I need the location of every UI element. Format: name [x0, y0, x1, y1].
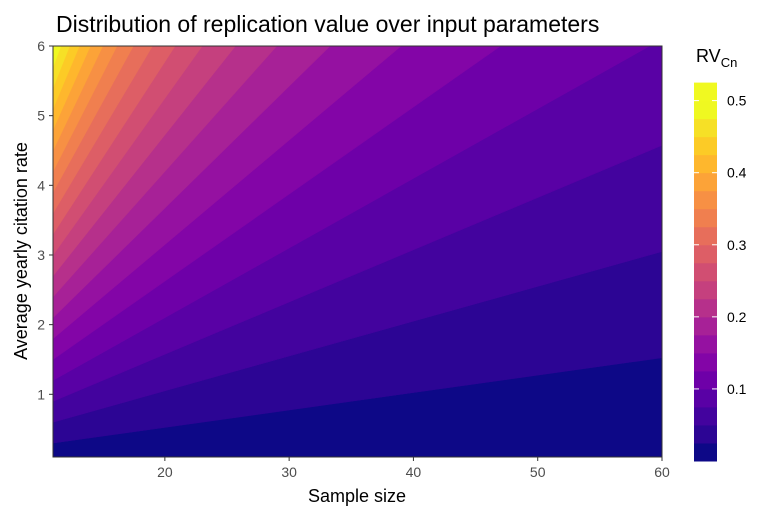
- x-tick-label: 60: [654, 464, 670, 480]
- colorbar-step: [694, 334, 717, 354]
- colorbar-step: [694, 406, 717, 426]
- y-axis: 1 2 3 4 5 6: [37, 38, 53, 402]
- colorbar-step: [694, 442, 717, 462]
- colorbar-tick-label: 0.4: [727, 165, 747, 181]
- colorbar-step: [694, 136, 717, 156]
- legend-title-subscript: Cn: [721, 55, 738, 70]
- y-axis-title: Average yearly citation rate: [11, 142, 31, 360]
- colorbar-step: [694, 82, 717, 102]
- colorbar-step: [694, 226, 717, 246]
- colorbar-step: [694, 352, 717, 372]
- colorbar-step: [694, 172, 717, 192]
- colorbar-ticks: 0.1 0.2 0.3 0.4 0.5: [694, 93, 747, 397]
- colorbar-tick-label: 0.1: [727, 381, 747, 397]
- x-tick-label: 30: [281, 464, 297, 480]
- colorbar-step: [694, 100, 717, 120]
- colorbar-step: [694, 208, 717, 228]
- colorbar-legend: RVCn 0.1 0.2 0.3 0.4 0.5: [694, 46, 747, 462]
- x-axis: 20 30 40 50 60: [157, 457, 670, 480]
- colorbar-step: [694, 262, 717, 282]
- y-tick-label: 4: [37, 177, 45, 193]
- colorbar-tick-label: 0.3: [727, 237, 747, 253]
- y-tick-label: 1: [37, 386, 45, 402]
- colorbar-tick-label: 0.5: [727, 93, 747, 109]
- chart-title: Distribution of replication value over i…: [56, 11, 599, 37]
- y-tick-label: 6: [37, 38, 45, 54]
- colorbar-step: [694, 424, 717, 444]
- colorbar-step: [694, 370, 717, 390]
- colorbar-step: [694, 118, 717, 138]
- legend-title-main: RV: [696, 46, 721, 66]
- x-axis-title: Sample size: [308, 486, 406, 506]
- y-tick-label: 5: [37, 108, 45, 124]
- colorbar-step: [694, 388, 717, 408]
- contour-bands: [52, 45, 663, 458]
- legend-title: RVCn: [696, 46, 737, 70]
- colorbar-step: [694, 190, 717, 210]
- y-tick-label: 2: [37, 317, 45, 333]
- colorbar-step: [694, 154, 717, 174]
- colorbar-step: [694, 316, 717, 336]
- y-tick-label: 3: [37, 247, 45, 263]
- plot-area: [52, 45, 663, 458]
- colorbar-step: [694, 244, 717, 264]
- colorbar: [694, 82, 717, 462]
- plot-border: [52, 45, 663, 458]
- x-tick-label: 50: [530, 464, 546, 480]
- colorbar-tick-label: 0.2: [727, 309, 747, 325]
- x-tick-label: 40: [406, 464, 422, 480]
- colorbar-step: [694, 298, 717, 318]
- colorbar-step: [694, 280, 717, 300]
- x-tick-label: 20: [157, 464, 173, 480]
